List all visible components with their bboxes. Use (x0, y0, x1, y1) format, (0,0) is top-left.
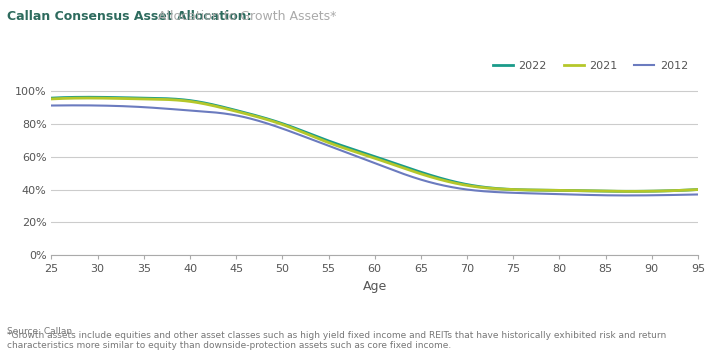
Text: Allocation to Growth Assets*: Allocation to Growth Assets* (154, 10, 336, 23)
2021 (84, 96, 92, 100)
2022 (680, 188, 689, 192)
2021 (680, 188, 689, 192)
2012 (693, 193, 702, 197)
X-axis label: Age: Age (363, 280, 387, 293)
Text: *Growth assets include equities and other asset classes such as high yield fixed: *Growth assets include equities and othe… (7, 331, 667, 350)
2021 (578, 189, 587, 193)
2021 (625, 189, 634, 194)
2021 (433, 177, 442, 181)
2021 (356, 151, 364, 155)
Text: Source: Callan: Source: Callan (7, 327, 72, 336)
Legend: 2022, 2021, 2012: 2022, 2021, 2012 (489, 57, 693, 76)
2012 (578, 193, 587, 197)
2021 (693, 188, 702, 192)
2012 (433, 182, 442, 186)
2022 (625, 189, 634, 194)
2012 (48, 103, 56, 107)
Line: 2021: 2021 (52, 98, 698, 191)
2022 (433, 175, 442, 180)
2012 (356, 155, 364, 160)
2012 (398, 172, 407, 176)
2022 (578, 189, 587, 193)
2021 (48, 97, 56, 101)
2021 (359, 153, 368, 157)
2022 (48, 96, 56, 100)
2022 (359, 151, 368, 155)
Line: 2022: 2022 (52, 97, 698, 191)
2022 (84, 95, 92, 99)
2022 (356, 149, 364, 154)
2012 (72, 103, 81, 107)
2021 (398, 166, 407, 170)
2012 (624, 193, 632, 197)
2012 (359, 157, 368, 161)
2022 (693, 188, 702, 192)
2022 (398, 164, 407, 168)
Text: Callan Consensus Asset Allocation:: Callan Consensus Asset Allocation: (7, 10, 252, 23)
Line: 2012: 2012 (52, 105, 698, 195)
2012 (680, 193, 689, 197)
